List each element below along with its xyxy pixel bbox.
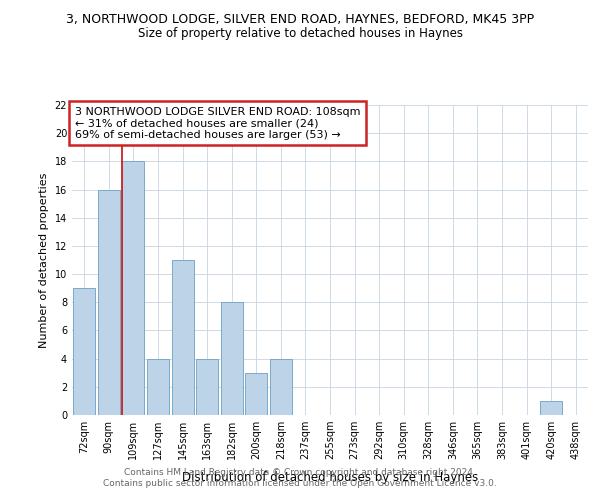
Bar [122, 162, 145, 415]
Bar [73, 288, 95, 415]
Bar [98, 190, 120, 415]
Bar [221, 302, 243, 415]
Bar [196, 358, 218, 415]
Text: Size of property relative to detached houses in Haynes: Size of property relative to detached ho… [137, 28, 463, 40]
Text: Distribution of detached houses by size in Haynes: Distribution of detached houses by size … [182, 471, 478, 484]
Bar [540, 401, 562, 415]
Text: 3 NORTHWOOD LODGE SILVER END ROAD: 108sqm
← 31% of detached houses are smaller (: 3 NORTHWOOD LODGE SILVER END ROAD: 108sq… [74, 106, 360, 140]
Y-axis label: Number of detached properties: Number of detached properties [39, 172, 49, 348]
Bar [147, 358, 169, 415]
Text: Contains HM Land Registry data © Crown copyright and database right 2024.
Contai: Contains HM Land Registry data © Crown c… [103, 468, 497, 487]
Bar [172, 260, 194, 415]
Bar [270, 358, 292, 415]
Bar [245, 372, 268, 415]
Text: 3, NORTHWOOD LODGE, SILVER END ROAD, HAYNES, BEDFORD, MK45 3PP: 3, NORTHWOOD LODGE, SILVER END ROAD, HAY… [66, 12, 534, 26]
